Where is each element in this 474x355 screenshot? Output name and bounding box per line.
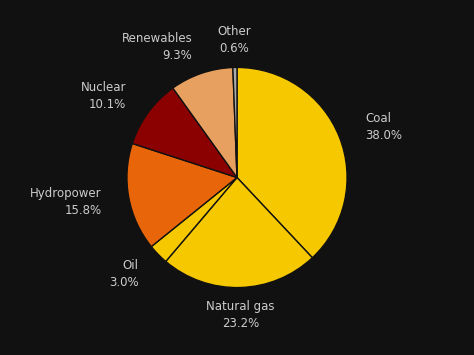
Text: Other
0.6%: Other 0.6% [218,25,251,55]
Wedge shape [127,143,237,247]
Wedge shape [132,88,237,178]
Wedge shape [173,67,237,178]
Text: Oil
3.0%: Oil 3.0% [109,258,138,289]
Text: Natural gas
23.2%: Natural gas 23.2% [206,300,275,330]
Wedge shape [233,67,237,178]
Text: Coal
38.0%: Coal 38.0% [365,112,402,142]
Text: Renewables
9.3%: Renewables 9.3% [122,32,192,62]
Text: Nuclear
10.1%: Nuclear 10.1% [81,81,126,111]
Text: Hydropower
15.8%: Hydropower 15.8% [30,187,102,217]
Wedge shape [237,67,347,258]
Wedge shape [151,178,237,261]
Wedge shape [166,178,312,288]
